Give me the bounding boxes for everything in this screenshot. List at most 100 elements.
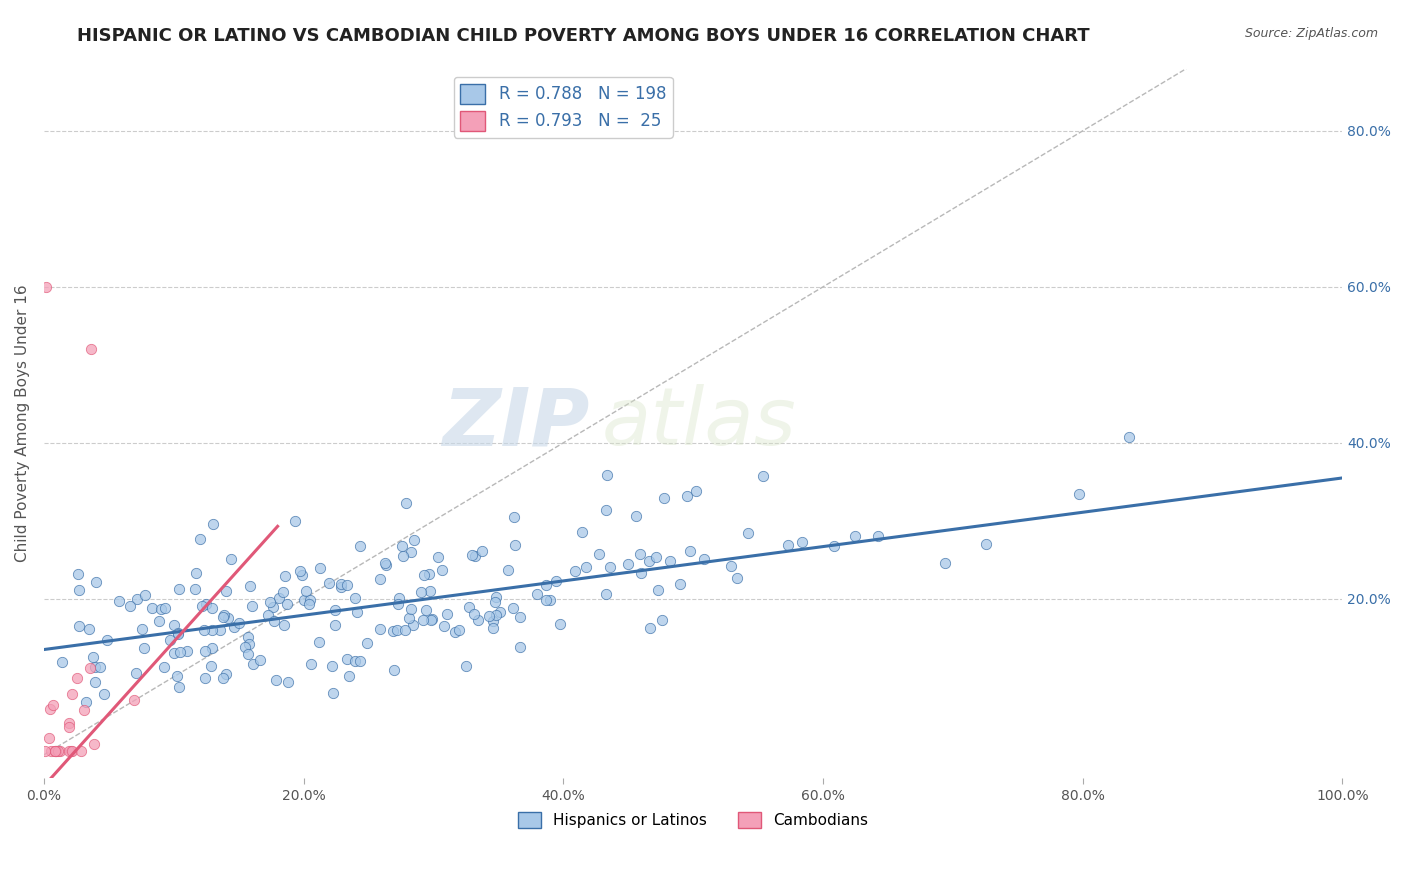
Point bbox=[183, 582, 205, 596]
Point bbox=[44, 744, 66, 758]
Point bbox=[725, 571, 748, 585]
Point bbox=[294, 583, 316, 598]
Point bbox=[502, 510, 524, 524]
Point bbox=[38, 731, 60, 745]
Point bbox=[84, 575, 107, 590]
Point bbox=[67, 582, 90, 597]
Point bbox=[167, 582, 190, 596]
Point bbox=[464, 549, 486, 563]
Point bbox=[398, 611, 420, 625]
Point bbox=[430, 563, 453, 577]
Point bbox=[471, 544, 494, 558]
Point bbox=[273, 618, 295, 632]
Point bbox=[426, 550, 449, 565]
Point bbox=[538, 592, 561, 607]
Point bbox=[238, 637, 260, 651]
Point bbox=[485, 607, 508, 622]
Point bbox=[212, 671, 235, 685]
Point bbox=[96, 633, 118, 648]
Point bbox=[59, 744, 82, 758]
Point bbox=[221, 551, 243, 566]
Point bbox=[166, 669, 188, 683]
Point bbox=[415, 603, 437, 617]
Point bbox=[120, 599, 142, 613]
Point bbox=[402, 618, 425, 632]
Point bbox=[685, 484, 707, 499]
Point bbox=[240, 599, 263, 613]
Point bbox=[222, 620, 245, 634]
Point bbox=[659, 554, 682, 568]
Point bbox=[201, 623, 224, 637]
Point bbox=[259, 595, 281, 609]
Point bbox=[148, 614, 170, 628]
Point bbox=[83, 659, 105, 673]
Point bbox=[45, 744, 67, 758]
Point bbox=[751, 469, 773, 483]
Point bbox=[387, 597, 409, 611]
Point bbox=[200, 658, 222, 673]
Point bbox=[79, 661, 101, 675]
Point bbox=[1067, 486, 1090, 500]
Point bbox=[343, 591, 366, 606]
Point bbox=[167, 626, 190, 640]
Point bbox=[58, 716, 80, 731]
Point bbox=[368, 623, 391, 637]
Point bbox=[394, 624, 416, 638]
Point bbox=[284, 514, 307, 528]
Point bbox=[436, 607, 458, 621]
Point bbox=[190, 599, 212, 613]
Point bbox=[335, 578, 357, 592]
Point bbox=[60, 688, 83, 702]
Point bbox=[318, 575, 340, 590]
Point bbox=[595, 468, 617, 483]
Point bbox=[399, 602, 422, 616]
Point bbox=[149, 602, 172, 616]
Point bbox=[267, 591, 290, 606]
Point bbox=[73, 703, 96, 717]
Point bbox=[548, 616, 571, 631]
Point bbox=[176, 644, 198, 658]
Point bbox=[249, 653, 271, 667]
Point bbox=[571, 524, 593, 539]
Point bbox=[238, 647, 260, 661]
Point bbox=[463, 607, 485, 622]
Point bbox=[503, 538, 526, 552]
Point bbox=[628, 547, 651, 561]
Point bbox=[413, 568, 436, 582]
Point bbox=[823, 539, 845, 553]
Point bbox=[640, 622, 662, 636]
Point bbox=[382, 624, 405, 638]
Point bbox=[337, 668, 360, 682]
Point bbox=[256, 608, 278, 623]
Point bbox=[599, 560, 621, 574]
Point bbox=[215, 667, 238, 681]
Point bbox=[356, 636, 378, 650]
Point bbox=[454, 658, 477, 673]
Point bbox=[388, 591, 411, 606]
Point bbox=[461, 548, 484, 562]
Point bbox=[419, 584, 441, 599]
Point bbox=[69, 744, 91, 758]
Point bbox=[866, 528, 889, 542]
Point bbox=[202, 517, 225, 532]
Point bbox=[321, 659, 343, 673]
Point bbox=[447, 623, 470, 637]
Point bbox=[509, 640, 531, 655]
Text: HISPANIC OR LATINO VS CAMBODIAN CHILD POVERTY AMONG BOYS UNDER 16 CORRELATION CH: HISPANIC OR LATINO VS CAMBODIAN CHILD PO… bbox=[77, 27, 1090, 45]
Point bbox=[401, 545, 423, 559]
Point bbox=[93, 687, 115, 701]
Point bbox=[374, 558, 396, 572]
Point bbox=[208, 623, 231, 637]
Point bbox=[588, 548, 610, 562]
Point bbox=[79, 622, 101, 636]
Point bbox=[467, 614, 489, 628]
Legend: Hispanics or Latinos, Cambodians: Hispanics or Latinos, Cambodians bbox=[512, 806, 875, 834]
Point bbox=[152, 660, 174, 674]
Point bbox=[35, 280, 58, 294]
Point bbox=[349, 655, 371, 669]
Point bbox=[526, 587, 548, 601]
Point bbox=[153, 601, 176, 615]
Point bbox=[418, 567, 440, 582]
Point bbox=[193, 671, 215, 685]
Point bbox=[624, 509, 647, 524]
